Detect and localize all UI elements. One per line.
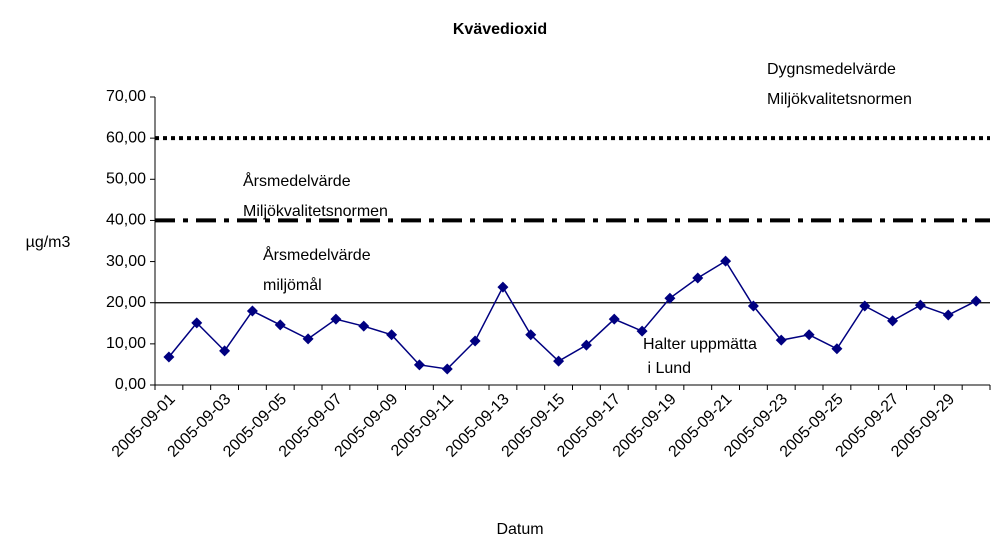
y-tick-label: 70,00 (106, 88, 146, 105)
y-tick-label: 30,00 (106, 253, 146, 270)
data-point (497, 281, 509, 293)
data-point (274, 319, 286, 331)
data-point (859, 300, 871, 312)
data-point (720, 255, 732, 267)
data-point (831, 343, 843, 355)
y-tick-label: 60,00 (106, 129, 146, 146)
data-point (942, 309, 954, 321)
data-point (747, 300, 759, 312)
reference-label: Dygnsmedelvärde (767, 61, 896, 78)
chart-title: Kvävedioxid (453, 21, 547, 38)
data-point (803, 329, 815, 341)
series-label: Halter uppmätta i Lund (643, 336, 757, 377)
y-tick-label: 0,00 (115, 376, 146, 393)
data-point (636, 325, 648, 337)
data-point (525, 329, 537, 341)
reference-label: miljömål (263, 276, 322, 294)
data-point (246, 305, 258, 317)
data-point (970, 295, 982, 307)
y-axis-label: µg/m3 (26, 234, 71, 251)
data-point (580, 339, 592, 351)
data-point (441, 363, 453, 375)
data-point (413, 359, 425, 371)
data-point (608, 313, 620, 325)
data-point (163, 351, 175, 363)
data-point (191, 317, 203, 329)
reference-label: Årsmedelvärde (243, 171, 351, 190)
reference-label: Årsmedelvärde (263, 245, 371, 264)
y-tick-label: 20,00 (106, 294, 146, 311)
data-point (775, 334, 787, 346)
data-point (914, 299, 926, 311)
data-point (664, 292, 676, 304)
data-point (302, 333, 314, 345)
data-point (553, 355, 565, 367)
data-point (219, 345, 231, 357)
data-point (386, 329, 398, 341)
data-point (692, 272, 704, 284)
x-axis-label: Datum (496, 521, 543, 538)
y-tick-label: 40,00 (106, 212, 146, 229)
reference-label: Miljökvalitetsnormen (243, 203, 388, 220)
y-tick-label: 50,00 (106, 171, 146, 188)
data-point (887, 315, 899, 327)
data-point (358, 320, 370, 332)
data-point (469, 335, 481, 347)
reference-label: Miljökvalitetsnormen (767, 91, 912, 108)
data-point (330, 313, 342, 325)
y-tick-label: 10,00 (106, 335, 146, 352)
series-line (168, 260, 977, 370)
